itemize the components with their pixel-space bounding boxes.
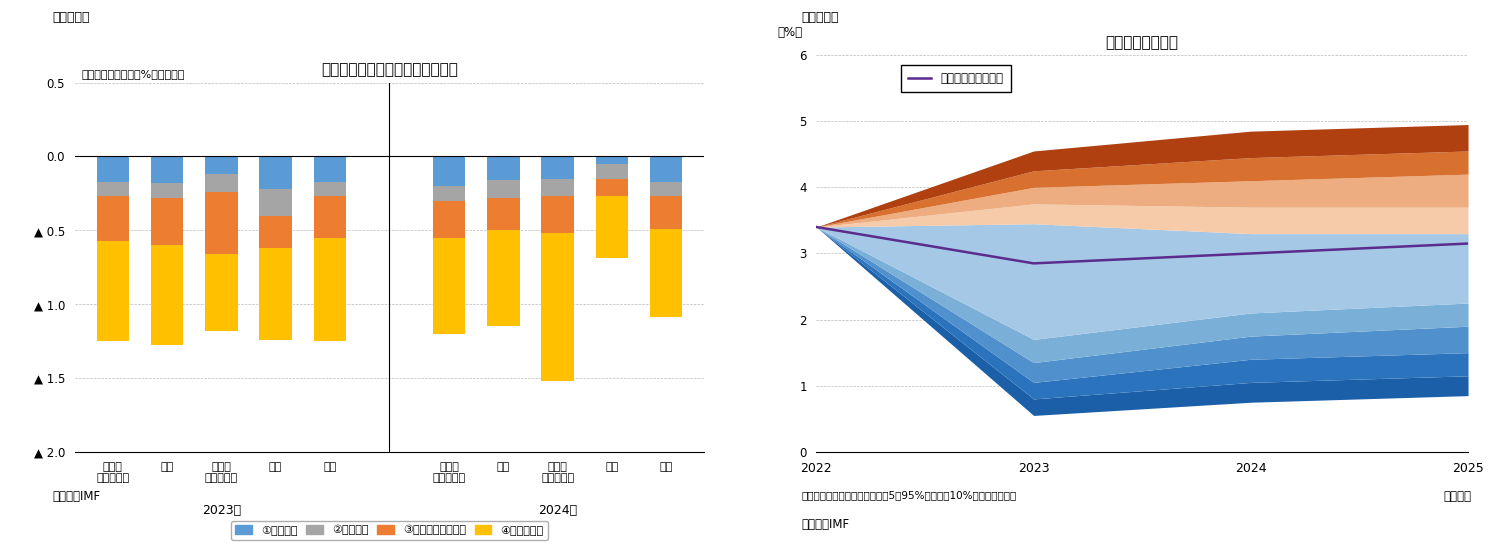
Title: 成長率の不確実性: 成長率の不確実性 [1106, 35, 1179, 50]
Bar [487, 180, 520, 198]
Title: リスクシナリオの成長率への影響: リスクシナリオの成長率への影響 [321, 62, 458, 77]
Legend: ①信用収縮, ②株価下落, ③ドル資産への逃避, ④景況感低下: ①信用収縮, ②株価下落, ③ドル資産への逃避, ④景況感低下 [231, 521, 548, 540]
Bar [541, 179, 574, 196]
Bar [205, 174, 238, 192]
Bar [259, 248, 292, 339]
Text: （資料）IMF: （資料）IMF [52, 490, 100, 504]
Text: （資料）IMF: （資料）IMF [801, 518, 849, 531]
Text: （図表６）: （図表６） [801, 11, 839, 24]
Text: （年次）: （年次） [1443, 490, 1471, 504]
Bar [650, 156, 683, 182]
Bar [541, 156, 574, 179]
Text: （注）網掛け部分は信頼区間（5～95%タイルを10%刻みで網掛け）: （注）網掛け部分は信頼区間（5～95%タイルを10%刻みで網掛け） [801, 490, 1017, 500]
Text: （図表５）: （図表５） [52, 11, 90, 24]
Bar [151, 183, 183, 198]
Bar [205, 156, 238, 174]
Bar [541, 233, 574, 381]
Bar [96, 196, 129, 241]
Bar [96, 182, 129, 196]
Bar [96, 156, 129, 182]
Bar [96, 241, 129, 341]
Bar [313, 196, 346, 237]
Bar [650, 229, 683, 317]
Bar [487, 198, 520, 230]
Bar [596, 156, 628, 164]
Bar [151, 198, 183, 245]
Text: 2024年: 2024年 [538, 504, 577, 516]
Bar [650, 182, 683, 196]
Bar [596, 179, 628, 196]
Bar [151, 156, 183, 183]
Text: 2023年: 2023年 [202, 504, 241, 516]
Bar [596, 164, 628, 179]
Bar [433, 156, 466, 186]
Text: （%）: （%） [777, 26, 803, 39]
Bar [487, 156, 520, 180]
Bar [650, 196, 683, 229]
Bar [259, 215, 292, 248]
Bar [259, 189, 292, 215]
Bar [596, 196, 628, 258]
Text: （ベースライン比、%ポイント）: （ベースライン比、%ポイント） [81, 69, 184, 79]
Legend: ベースライン見通し: ベースライン見通し [900, 65, 1011, 92]
Bar [487, 230, 520, 326]
Bar [433, 201, 466, 237]
Bar [259, 156, 292, 189]
Bar [433, 186, 466, 201]
Bar [205, 192, 238, 254]
Bar [313, 237, 346, 341]
Bar [313, 156, 346, 182]
Bar [313, 182, 346, 196]
Bar [541, 196, 574, 233]
Bar [433, 237, 466, 334]
Bar [151, 245, 183, 345]
Bar [205, 254, 238, 331]
